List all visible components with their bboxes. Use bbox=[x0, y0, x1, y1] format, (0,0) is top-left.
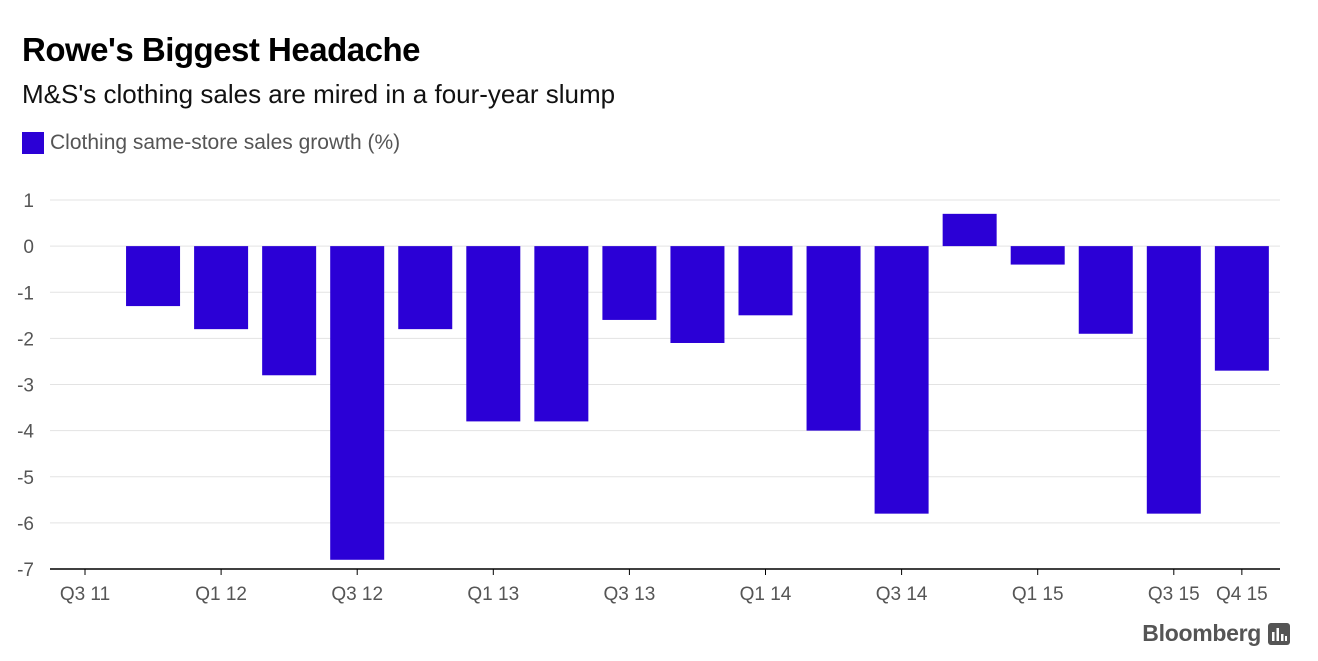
bar bbox=[194, 246, 249, 330]
bar bbox=[398, 246, 453, 330]
bar bbox=[534, 246, 589, 422]
y-tick-label: -6 bbox=[17, 514, 34, 535]
bar bbox=[806, 246, 861, 431]
bar bbox=[1010, 246, 1065, 265]
y-tick-label: 1 bbox=[23, 191, 34, 212]
bar bbox=[738, 246, 793, 316]
x-tick-label: Q3 15 bbox=[1148, 584, 1200, 605]
chart-title: Rowe's Biggest Headache bbox=[22, 31, 420, 68]
brand-name: Bloomberg bbox=[1142, 620, 1261, 646]
x-tick-label: Q4 15 bbox=[1216, 584, 1268, 605]
brand-logo: Bloomberg bbox=[1142, 620, 1290, 647]
bloomberg-chart-icon bbox=[1268, 622, 1290, 645]
legend-label: Clothing same-store sales growth (%) bbox=[50, 131, 401, 154]
legend-swatch bbox=[22, 132, 44, 154]
bar bbox=[670, 246, 725, 343]
x-tick-label: Q3 14 bbox=[876, 584, 928, 605]
x-tick-label: Q1 13 bbox=[467, 584, 519, 605]
x-tick-label: Q1 14 bbox=[740, 584, 792, 605]
bar bbox=[1146, 246, 1201, 514]
bar bbox=[942, 213, 997, 247]
bar bbox=[262, 246, 317, 376]
bar bbox=[1078, 246, 1133, 334]
y-tick-label: -2 bbox=[17, 329, 34, 350]
bar bbox=[602, 246, 657, 320]
x-tick-label: Q1 15 bbox=[1012, 584, 1064, 605]
bar bbox=[874, 246, 929, 514]
y-tick-label: -3 bbox=[17, 376, 34, 397]
x-tick-label: Q3 12 bbox=[331, 584, 383, 605]
legend: Clothing same-store sales growth (%) bbox=[22, 129, 400, 157]
bar bbox=[126, 246, 181, 307]
y-tick-label: -5 bbox=[17, 468, 34, 489]
y-tick-label: -1 bbox=[17, 283, 34, 304]
x-tick-label: Q3 13 bbox=[604, 584, 656, 605]
bar bbox=[466, 246, 521, 422]
y-tick-label: -7 bbox=[17, 560, 34, 581]
bar bbox=[1214, 246, 1269, 371]
x-tick-label: Q1 12 bbox=[195, 584, 247, 605]
chart-subtitle: M&S's clothing sales are mired in a four… bbox=[22, 79, 616, 109]
y-tick-label: -4 bbox=[17, 422, 34, 443]
x-tick-label: Q3 11 bbox=[60, 584, 110, 605]
bar bbox=[330, 246, 385, 560]
y-tick-label: 0 bbox=[23, 237, 34, 258]
